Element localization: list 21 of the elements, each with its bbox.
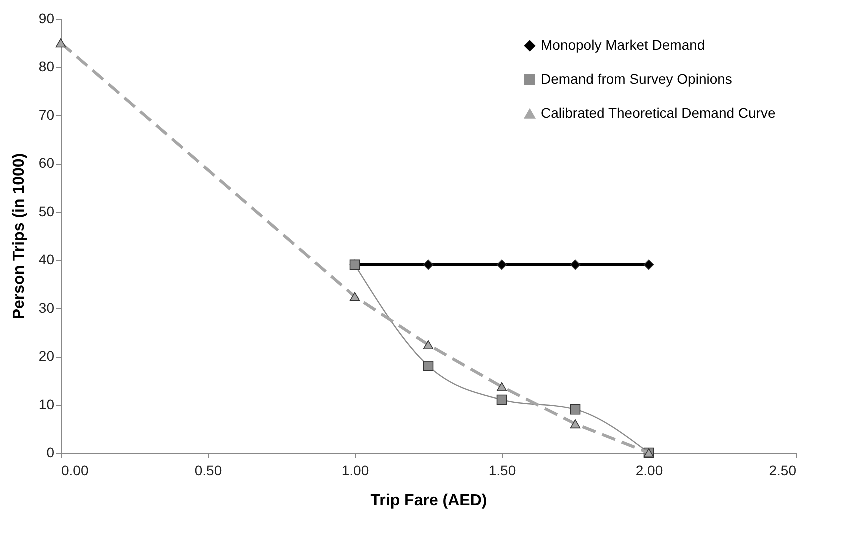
y-tick-label: 40 (38, 252, 55, 268)
x-tick-label: 0.00 (62, 462, 89, 478)
x-tick-label: 1.00 (342, 462, 370, 478)
y-tick-label: 0 (46, 444, 55, 460)
legend-label: Monopoly Market Demand (541, 37, 706, 53)
x-axis-title: Trip Fare (AED) (370, 492, 488, 510)
y-tick-label: 50 (38, 203, 55, 220)
x-tick-label: 1.50 (488, 462, 516, 478)
x-tick-label: 2.50 (769, 462, 797, 478)
y-tick-label: 30 (38, 300, 55, 316)
legend-label: Calibrated Theoretical Demand Curve (541, 105, 776, 121)
y-tick-label: 20 (38, 348, 55, 364)
legend-label: Demand from Survey Opinions (541, 71, 732, 87)
y-axis-title: Person Trips (in 1000) (10, 153, 28, 320)
y-tick-label: 10 (38, 396, 55, 412)
y-tick-label: 70 (38, 106, 55, 123)
x-tick-label: 0.50 (194, 462, 222, 478)
y-tick-label: 80 (38, 58, 55, 75)
y-tick-label: 60 (38, 155, 55, 172)
x-tick-label: 2.00 (636, 462, 664, 478)
y-tick-label: 90 (38, 10, 55, 26)
